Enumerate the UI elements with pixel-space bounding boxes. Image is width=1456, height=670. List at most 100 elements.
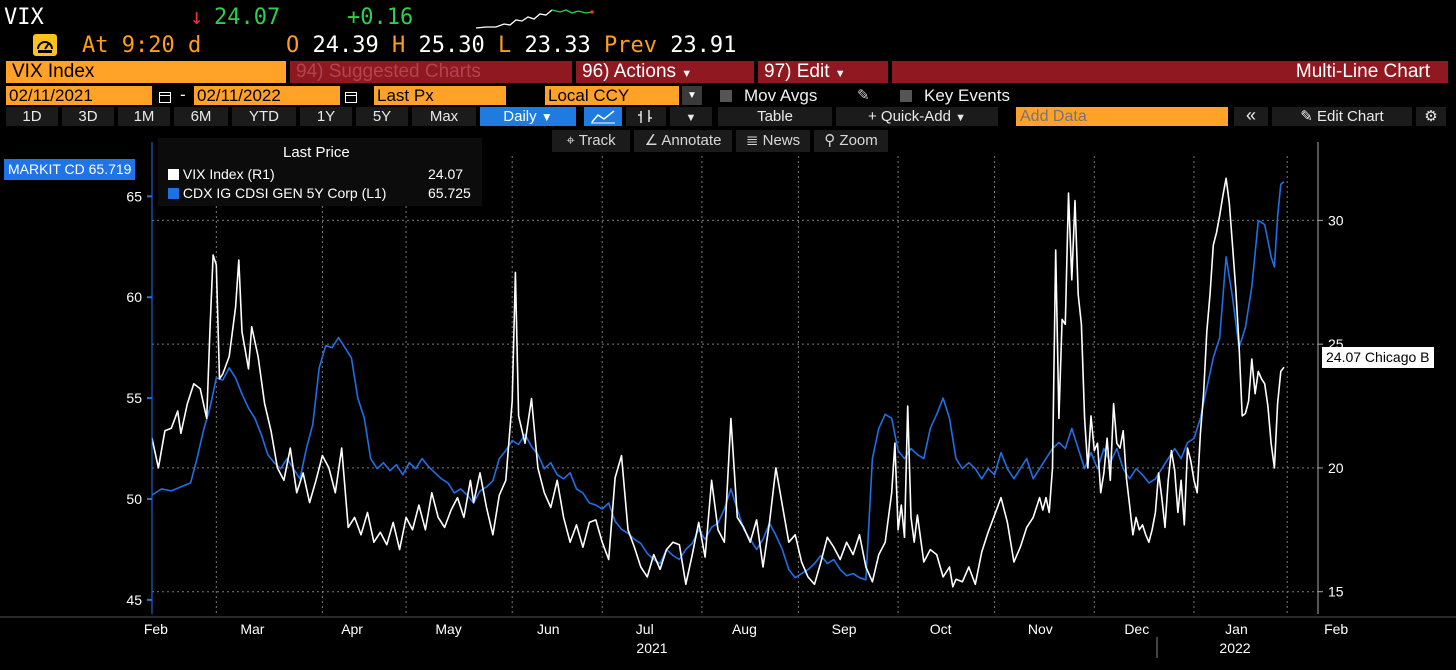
pencil-icon[interactable]: ✎	[857, 87, 870, 104]
table-button[interactable]: Table	[718, 107, 832, 126]
sparkline	[476, 9, 594, 29]
key-events-checkbox[interactable]	[900, 90, 912, 102]
edit-chart-button[interactable]: ✎ Edit Chart	[1272, 107, 1412, 126]
legend-title: Last Price	[283, 144, 350, 161]
frequency-dropdown-icon: ▼	[540, 110, 553, 124]
end-date-field[interactable]: 02/11/2022	[194, 86, 340, 105]
chart-type-label: Multi-Line Chart	[892, 61, 1448, 83]
pencil-icon: ✎	[1300, 108, 1313, 125]
timeframe-6m[interactable]: 6M	[174, 107, 228, 126]
chart-type-text: Multi-Line Chart	[1295, 61, 1430, 82]
key-events-label: Key Events	[924, 86, 1010, 105]
timeframe-1m[interactable]: 1M	[118, 107, 170, 126]
edit-chart-label: Edit Chart	[1317, 108, 1384, 125]
price-change: +0.16	[347, 5, 414, 30]
right-tick-label: 15	[1328, 584, 1344, 600]
collapse-button[interactable]: «	[1234, 106, 1268, 126]
start-date-field[interactable]: 02/11/2021	[6, 86, 152, 105]
crosshair-icon: ⌖	[566, 132, 575, 149]
quick-add-button[interactable]: + Quick-Add ▼	[836, 107, 998, 126]
actions-number: 96)	[582, 61, 610, 82]
quote-time-suffix: d	[187, 33, 202, 58]
timeframe-1d[interactable]: 1D	[6, 107, 58, 126]
actions-menu[interactable]: 96) Actions ▼	[576, 61, 754, 83]
currency-dropdown-icon[interactable]: ▼	[682, 86, 702, 105]
left-tick-label: 60	[126, 289, 142, 305]
timeframe-3d[interactable]: 3D	[62, 107, 114, 126]
actions-label: Actions	[613, 61, 677, 82]
month-label: May	[435, 621, 461, 637]
prev-value: 23.91	[670, 33, 737, 58]
price-field-select[interactable]: Last Px	[374, 86, 506, 105]
annotate-label: Annotate	[661, 132, 722, 149]
chart-style-dropdown-icon[interactable]: ▼	[670, 107, 712, 126]
high-label: H	[391, 33, 406, 58]
mov-avgs-checkbox[interactable]	[720, 90, 732, 102]
open-value: 24.39	[312, 33, 379, 58]
month-label: Jul	[636, 621, 654, 637]
legend-entry-cdx: CDX IG CDSI GEN 5Y Corp (L1)	[168, 185, 386, 201]
left-tick-label: 50	[126, 491, 142, 507]
suggested-charts-label: Suggested Charts	[328, 61, 481, 82]
month-label: Jun	[537, 621, 560, 637]
ticker-symbol: VIX	[4, 5, 44, 30]
timeframe-ytd[interactable]: YTD	[232, 107, 296, 126]
security-name: VIX Index	[12, 61, 95, 82]
zoom-button[interactable]: ⚲ Zoom	[814, 130, 888, 152]
legend-swatch-cdx	[168, 188, 179, 199]
prev-label: Prev	[603, 33, 657, 58]
month-label: Mar	[240, 621, 264, 637]
timeframe-5y[interactable]: 5Y	[356, 107, 408, 126]
magnifier-icon: ⚲	[824, 132, 836, 149]
legend-name-cdx: CDX IG CDSI GEN 5Y Corp (L1)	[182, 185, 387, 201]
line-chart-icon[interactable]	[584, 107, 622, 126]
legend-value-vix: 24.07	[428, 166, 464, 182]
quick-add-dropdown-icon: ▼	[955, 112, 967, 124]
month-label: Jan	[1225, 621, 1248, 637]
low-value: 23.33	[524, 33, 591, 58]
year-label: 2022	[1219, 640, 1250, 656]
end-calendar-icon[interactable]	[342, 89, 357, 107]
month-label: Feb	[1324, 621, 1348, 637]
track-button[interactable]: ⌖ Track	[552, 130, 630, 152]
news-button[interactable]: ≣ News	[736, 130, 810, 152]
edit-label: Edit	[796, 61, 830, 82]
month-label: Nov	[1028, 621, 1053, 637]
add-data-input[interactable]	[1016, 107, 1228, 126]
legend-swatch-vix	[168, 169, 179, 180]
frequency-select[interactable]: Daily ▼	[480, 107, 576, 126]
currency-value: Local CCY	[548, 86, 630, 105]
month-label: Feb	[144, 621, 168, 637]
gear-icon[interactable]: ⚙	[1416, 107, 1446, 126]
news-label: News	[762, 132, 801, 149]
open-label: O	[286, 33, 300, 58]
month-label: Dec	[1124, 621, 1149, 637]
actions-dropdown-icon: ▼	[681, 68, 693, 80]
quick-add-label: + Quick-Add	[867, 108, 951, 125]
gauge-icon[interactable]	[33, 34, 57, 56]
legend-box: Last Price VIX Index (R1) 24.07 CDX IG C…	[158, 138, 482, 206]
currency-select[interactable]: Local CCY	[545, 86, 679, 105]
annotate-icon: ∠	[644, 132, 659, 149]
end-date-value: 02/11/2022	[197, 86, 281, 105]
date-separator: -	[180, 85, 186, 104]
zoom-label: Zoom	[839, 132, 878, 149]
month-label: Oct	[930, 621, 952, 637]
bar-chart-icon[interactable]	[626, 107, 666, 126]
timeframe-1y[interactable]: 1Y	[300, 107, 352, 126]
right-tick-label: 30	[1328, 212, 1344, 228]
quote-time: 9:20	[121, 33, 175, 58]
start-calendar-icon[interactable]	[156, 89, 171, 107]
legend-name-vix: VIX Index (R1)	[182, 166, 275, 182]
last-price: 24.07	[214, 5, 281, 30]
low-label: L	[497, 33, 512, 58]
timeframe-max[interactable]: Max	[412, 107, 476, 126]
edit-dropdown-icon: ▼	[834, 68, 846, 80]
annotate-button[interactable]: ∠ Annotate	[634, 130, 732, 152]
security-field[interactable]: VIX Index	[6, 61, 286, 83]
suggested-charts-number: 94)	[296, 61, 324, 82]
suggested-charts-button[interactable]: 94) Suggested Charts	[290, 61, 572, 83]
edit-menu[interactable]: 97) Edit ▼	[758, 61, 888, 83]
down-arrow-icon: ↓	[190, 5, 204, 30]
left-axis-flag: MARKIT CD 65.719	[4, 159, 136, 180]
